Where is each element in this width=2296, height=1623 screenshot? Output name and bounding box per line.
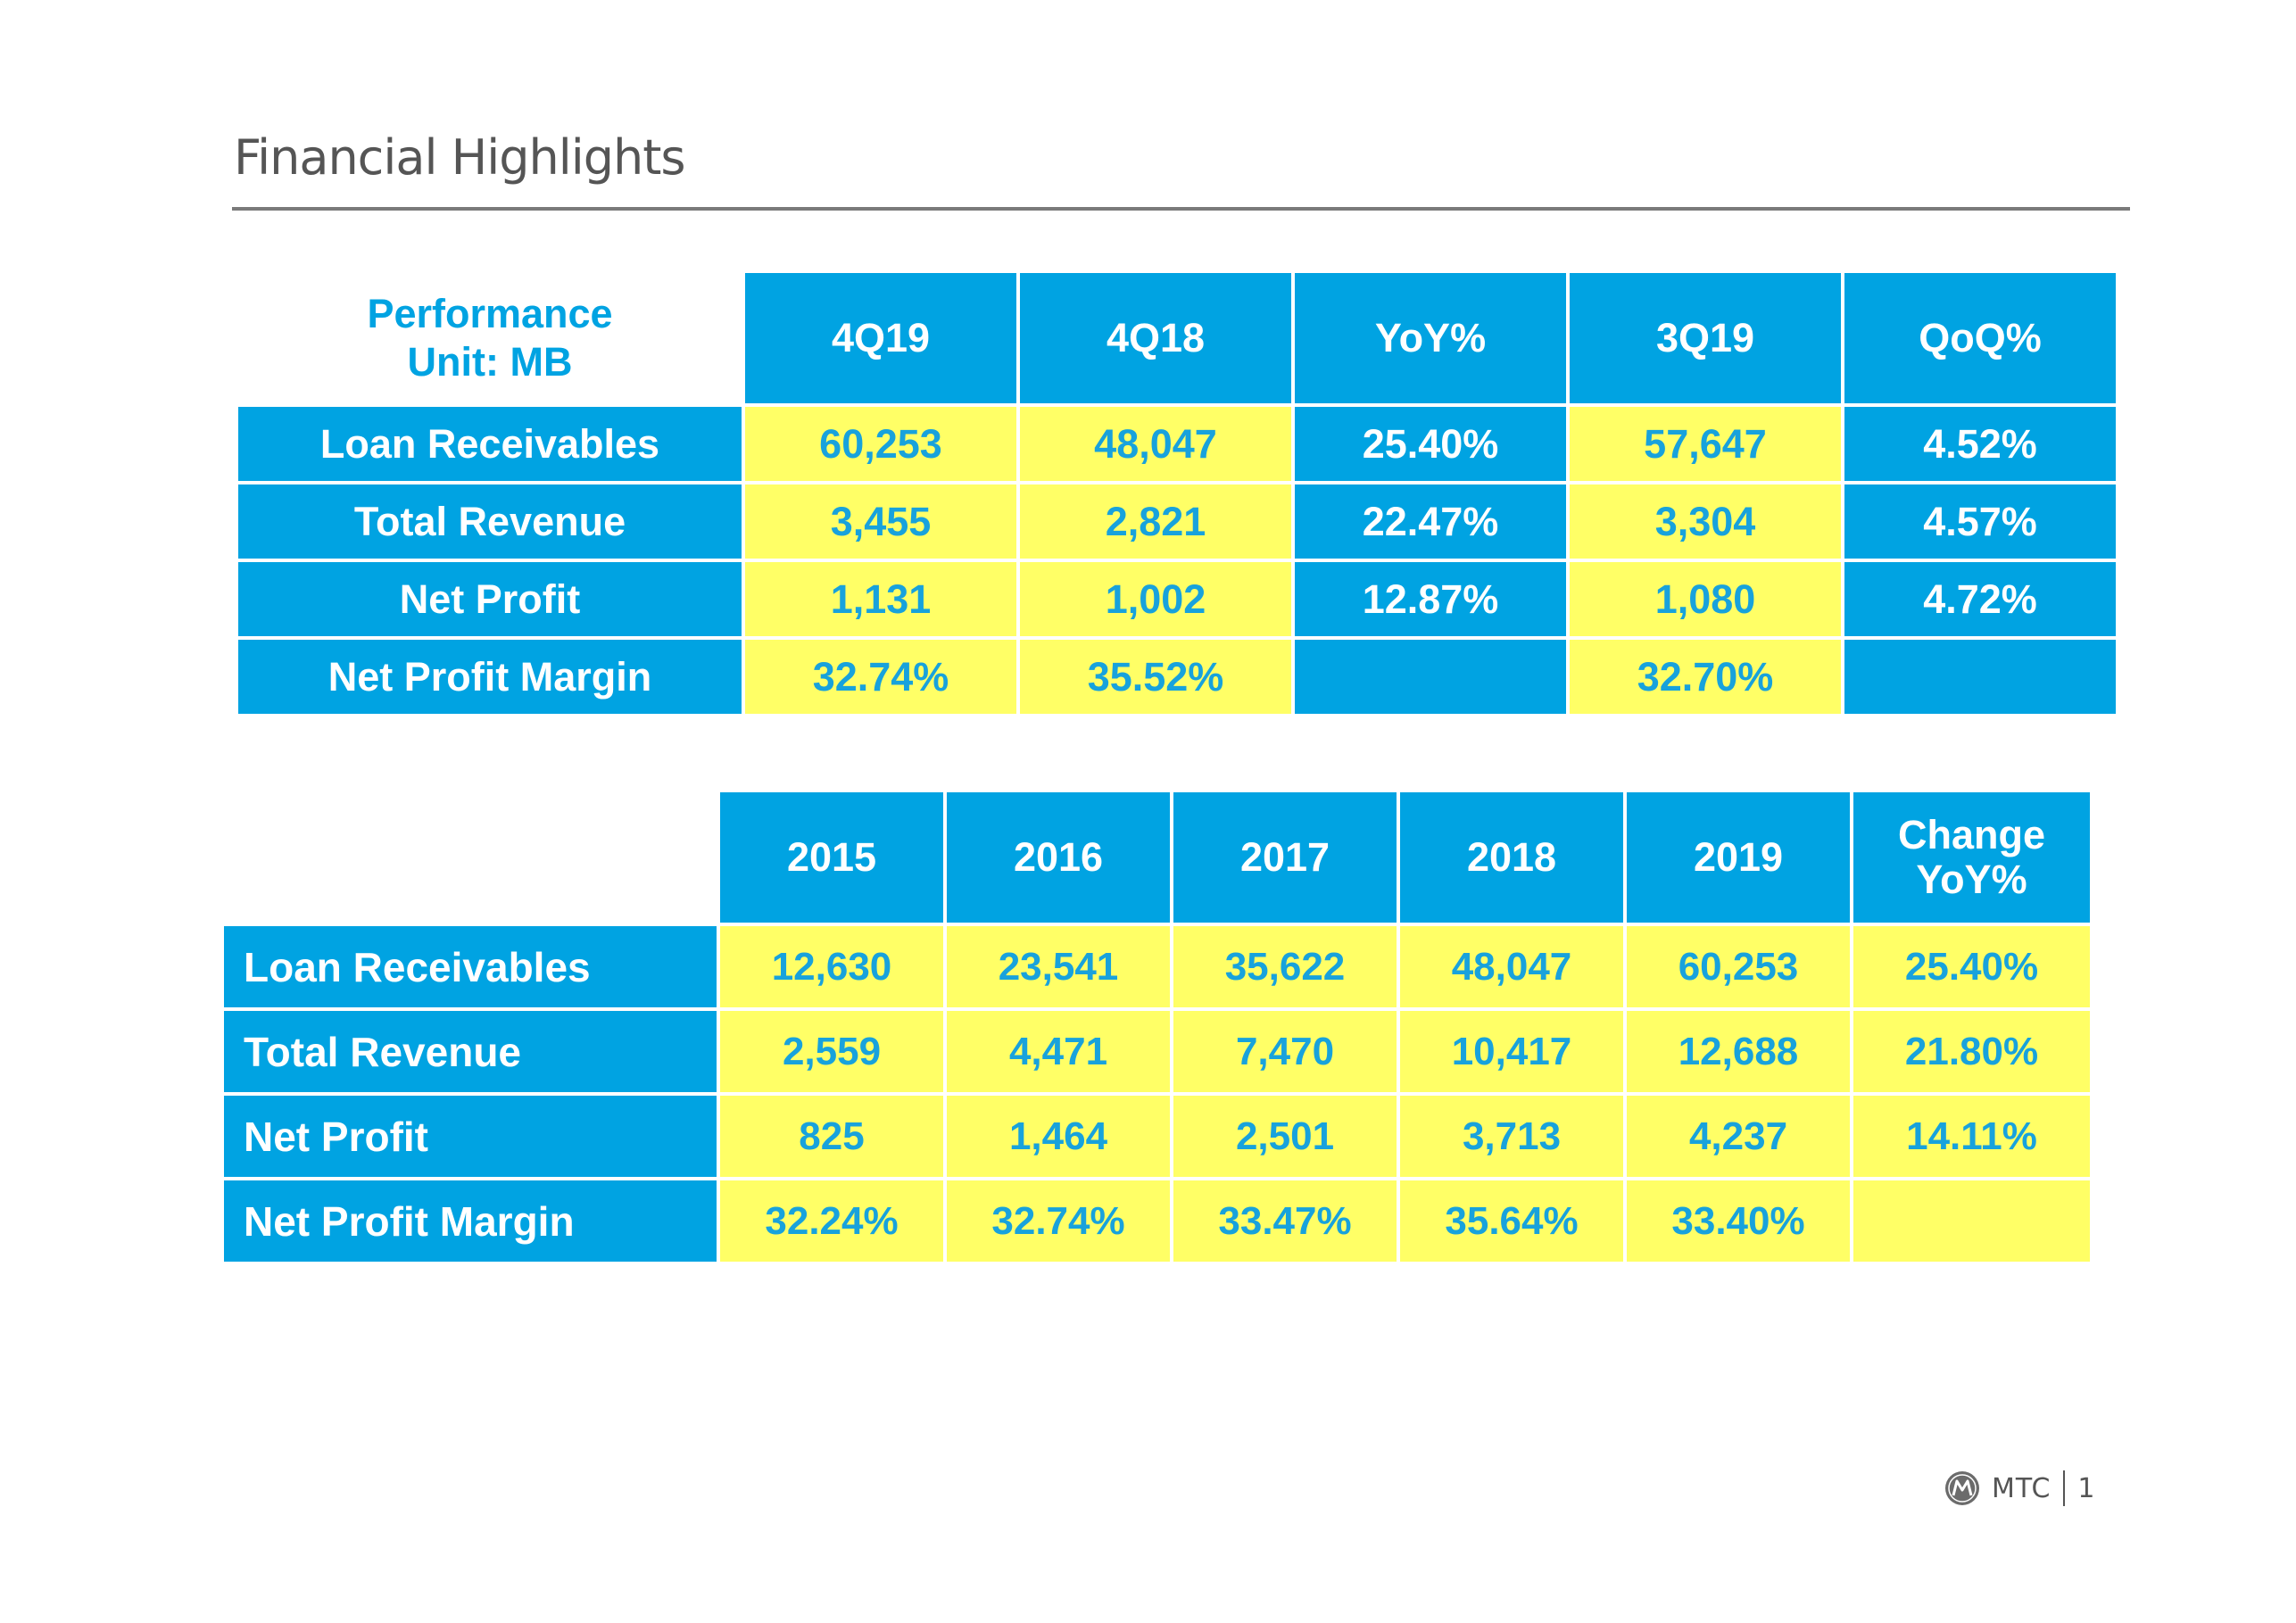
table-cell: 25.40%: [1295, 407, 1566, 481]
table-cell: 7,470: [1173, 1011, 1397, 1092]
row-label: Net Profit Margin: [224, 1180, 717, 1262]
table-row: Loan Receivables 60,253 48,047 25.40% 57…: [238, 407, 2116, 481]
table-corner-blank: [224, 792, 717, 923]
row-label: Total Revenue: [238, 484, 742, 559]
column-header: 2016: [947, 792, 1170, 923]
table-cell: 2,559: [720, 1011, 943, 1092]
column-header: 4Q18: [1020, 273, 1291, 403]
table-header-row: Performance Unit: MB 4Q19 4Q18 YoY% 3Q19…: [238, 273, 2116, 403]
table-row: Loan Receivables 12,630 23,541 35,622 48…: [224, 926, 2090, 1007]
table-cell: 25.40%: [1853, 926, 2090, 1007]
table-cell: 35.52%: [1020, 640, 1291, 714]
column-header-change: Change YoY%: [1853, 792, 2090, 923]
column-header: 2015: [720, 792, 943, 923]
mtc-logo-icon: [1944, 1470, 1981, 1507]
table-cell: 2,501: [1173, 1096, 1397, 1177]
table-cell: 4.72%: [1844, 562, 2116, 636]
row-label: Loan Receivables: [238, 407, 742, 481]
column-header: YoY%: [1295, 273, 1566, 403]
table-cell: 14.11%: [1853, 1096, 2090, 1177]
table-corner-label: Performance Unit: MB: [238, 273, 742, 403]
table-cell: [1853, 1180, 2090, 1262]
page-number: 1: [2077, 1472, 2095, 1504]
table-cell: 33.47%: [1173, 1180, 1397, 1262]
table-row: Net Profit 825 1,464 2,501 3,713 4,237 1…: [224, 1096, 2090, 1177]
row-label: Net Profit: [224, 1096, 717, 1177]
table-cell: 1,080: [1570, 562, 1841, 636]
table-cell: 3,713: [1400, 1096, 1623, 1177]
table-row: Total Revenue 2,559 4,471 7,470 10,417 1…: [224, 1011, 2090, 1092]
row-label: Loan Receivables: [224, 926, 717, 1007]
table-cell: 3,455: [745, 484, 1016, 559]
table-cell: 1,131: [745, 562, 1016, 636]
corner-line-unit: Unit: MB: [407, 339, 573, 385]
corner-line-performance: Performance: [367, 291, 613, 336]
column-header: 2019: [1627, 792, 1850, 923]
column-header: QoQ%: [1844, 273, 2116, 403]
quarterly-performance-table: Performance Unit: MB 4Q19 4Q18 YoY% 3Q19…: [235, 269, 2119, 717]
change-header-line1: Change: [1897, 811, 2045, 857]
footer-brand: MTC: [1992, 1472, 2051, 1504]
table-cell: 21.80%: [1853, 1011, 2090, 1092]
page-footer: MTC 1: [1944, 1463, 2095, 1513]
table-cell: 4,237: [1627, 1096, 1850, 1177]
table-cell: 32.74%: [745, 640, 1016, 714]
row-label: Net Profit: [238, 562, 742, 636]
footer-separator: [2063, 1470, 2066, 1506]
table-cell: 1,464: [947, 1096, 1170, 1177]
table-row: Total Revenue 3,455 2,821 22.47% 3,304 4…: [238, 484, 2116, 559]
row-label: Net Profit Margin: [238, 640, 742, 714]
table-cell: 4.57%: [1844, 484, 2116, 559]
annual-performance-table: 2015 2016 2017 2018 2019 Change YoY% Loa…: [220, 789, 2093, 1265]
table-cell: 825: [720, 1096, 943, 1177]
change-header-line2: YoY%: [1916, 857, 2027, 902]
table-cell: 22.47%: [1295, 484, 1566, 559]
page-title: Financial Highlights: [234, 129, 686, 186]
table-cell: [1295, 640, 1566, 714]
table-cell: 23,541: [947, 926, 1170, 1007]
table-cell: 3,304: [1570, 484, 1841, 559]
table-cell: 32.24%: [720, 1180, 943, 1262]
table-cell: 48,047: [1020, 407, 1291, 481]
table-cell: 32.70%: [1570, 640, 1841, 714]
table-row: Net Profit Margin 32.74% 35.52% 32.70%: [238, 640, 2116, 714]
table-cell: 4,471: [947, 1011, 1170, 1092]
table-cell: 57,647: [1570, 407, 1841, 481]
table-cell: 12,688: [1627, 1011, 1850, 1092]
table-cell: 12.87%: [1295, 562, 1566, 636]
table-cell: 60,253: [745, 407, 1016, 481]
table-cell: 35.64%: [1400, 1180, 1623, 1262]
table-cell: 12,630: [720, 926, 943, 1007]
table-cell: 1,002: [1020, 562, 1291, 636]
table-cell: 32.74%: [947, 1180, 1170, 1262]
table-cell: 4.52%: [1844, 407, 2116, 481]
column-header: 2017: [1173, 792, 1397, 923]
table-cell: 2,821: [1020, 484, 1291, 559]
table-row: Net Profit 1,131 1,002 12.87% 1,080 4.72…: [238, 562, 2116, 636]
table-cell: 10,417: [1400, 1011, 1623, 1092]
table-cell: 33.40%: [1627, 1180, 1850, 1262]
column-header: 4Q19: [745, 273, 1016, 403]
table-cell: 35,622: [1173, 926, 1397, 1007]
table-row: Net Profit Margin 32.24% 32.74% 33.47% 3…: [224, 1180, 2090, 1262]
column-header: 2018: [1400, 792, 1623, 923]
table-header-row: 2015 2016 2017 2018 2019 Change YoY%: [224, 792, 2090, 923]
table-cell: 48,047: [1400, 926, 1623, 1007]
table-cell: 60,253: [1627, 926, 1850, 1007]
row-label: Total Revenue: [224, 1011, 717, 1092]
title-divider: [232, 207, 2130, 211]
table-cell: [1844, 640, 2116, 714]
column-header: 3Q19: [1570, 273, 1841, 403]
